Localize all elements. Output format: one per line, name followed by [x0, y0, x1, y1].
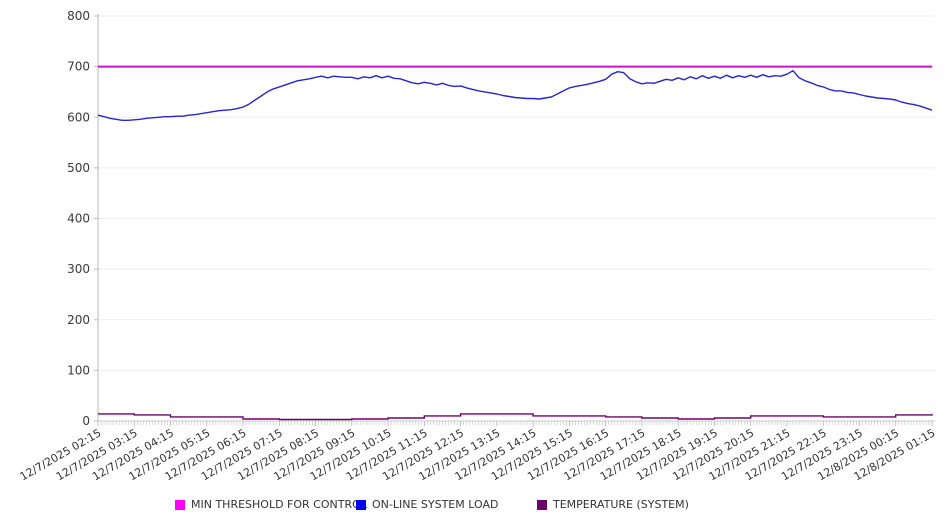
- y-tick-label: 300: [67, 262, 90, 276]
- y-tick-label: 100: [67, 363, 90, 377]
- y-tick-label: 700: [67, 60, 90, 74]
- legend-label: MIN THRESHOLD FOR CONTROL: [191, 498, 367, 511]
- legend-item-temperature-system: TEMPERATURE (SYSTEM): [537, 498, 689, 512]
- y-tick-label: 400: [67, 212, 90, 226]
- legend-label: ON-LINE SYSTEM LOAD: [372, 498, 499, 511]
- y-tick-label: 0: [82, 414, 90, 428]
- y-tick-label: 200: [67, 313, 90, 327]
- series-temperature-system: [98, 413, 933, 421]
- legend-item-min-threshold-for-control: MIN THRESHOLD FOR CONTROL: [175, 498, 367, 512]
- legend-swatch-temperature-system: [537, 500, 547, 510]
- legend-swatch-min-threshold-for-control: [175, 500, 185, 510]
- legend-item-on-line-system-load: ON-LINE SYSTEM LOAD: [356, 498, 537, 512]
- series-on-line-system-load: [97, 69, 933, 122]
- legend: MIN THRESHOLD FOR CONTROL ON-LINE SYSTEM …: [175, 498, 689, 512]
- y-tick-label: 800: [67, 9, 90, 23]
- legend-swatch-on-line-system-load: [356, 500, 366, 510]
- y-tick-label: 500: [67, 161, 90, 175]
- y-tick-label: 600: [67, 110, 90, 124]
- legend-label: TEMPERATURE (SYSTEM): [553, 498, 689, 511]
